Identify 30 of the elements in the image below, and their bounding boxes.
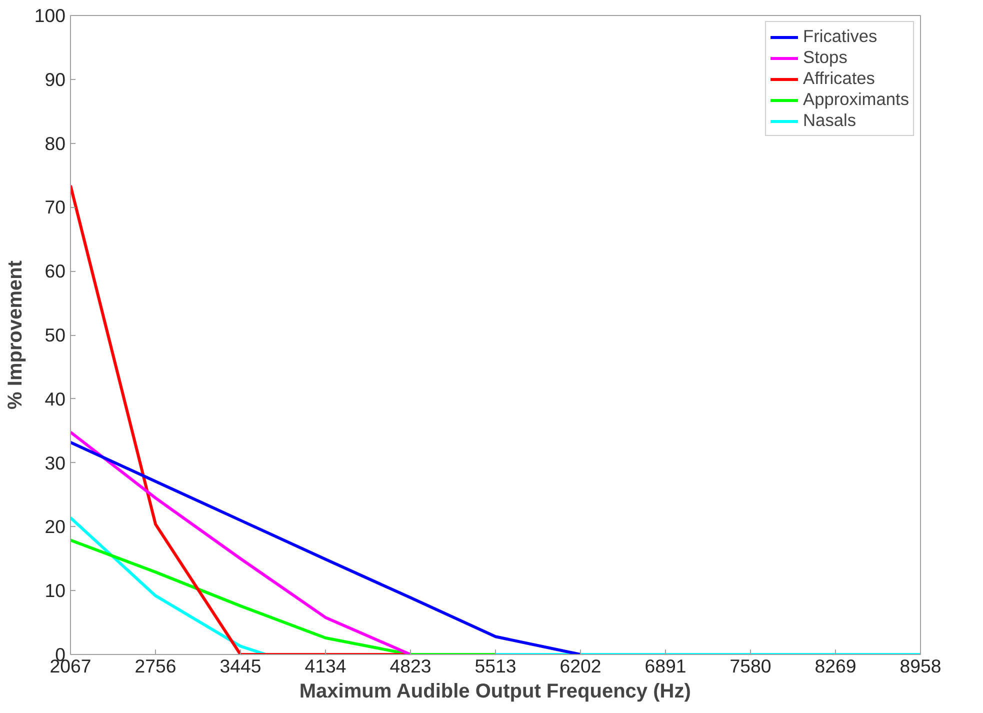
y-tick-label: 30 xyxy=(44,452,66,474)
x-tick-label: 6891 xyxy=(644,656,686,676)
y-tick-label: 80 xyxy=(44,132,66,154)
x-tick-label: 8269 xyxy=(814,656,856,676)
y-tick-label: 20 xyxy=(44,516,66,538)
y-tick-label: 60 xyxy=(44,260,66,282)
y-tick-label: 40 xyxy=(44,388,66,410)
legend-label: Approximants xyxy=(803,89,909,110)
y-tick-label: 90 xyxy=(44,68,66,90)
x-tick-label: 3445 xyxy=(220,656,262,676)
x-tick-label: 2756 xyxy=(134,656,176,676)
legend-label: Stops xyxy=(803,47,848,68)
y-tick-label: 100 xyxy=(34,5,66,26)
x-tick-label: 4134 xyxy=(304,656,346,676)
line-series xyxy=(70,538,498,654)
line-series xyxy=(70,430,412,654)
line-series xyxy=(70,440,582,654)
y-tick-label: 50 xyxy=(44,324,66,346)
legend-label: Affricates xyxy=(803,68,875,89)
x-tick-label: 6202 xyxy=(560,656,602,676)
x-tick-label: 5513 xyxy=(474,656,516,676)
legend-label: Fricatives xyxy=(803,26,878,47)
x-axis-title: Maximum Audible Output Frequency (Hz) xyxy=(299,680,691,702)
y-tick-label: 70 xyxy=(44,196,66,218)
y-tick-label: 10 xyxy=(44,580,66,602)
y-axis-title: % Improvement xyxy=(4,260,26,410)
x-tick-label: 7580 xyxy=(730,656,772,676)
x-tick-label: 8958 xyxy=(900,656,942,676)
x-tick-label: 4823 xyxy=(390,656,432,676)
legend-label: Nasals xyxy=(803,110,856,131)
